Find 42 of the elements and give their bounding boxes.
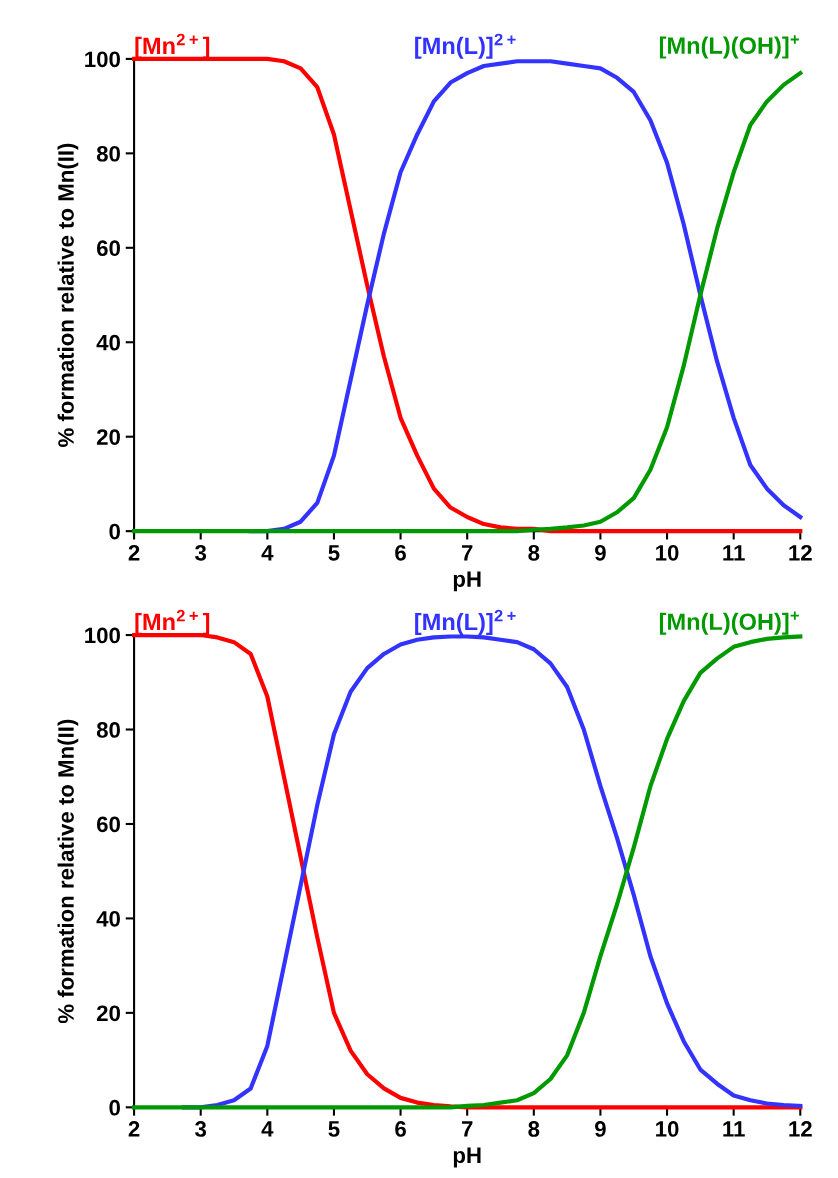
y-tick-label: 60	[96, 240, 120, 257]
x-tick-label: 9	[595, 544, 606, 561]
y-axis-title: % formation relative to Mn(II)	[57, 143, 79, 447]
y-tick-label: 60	[96, 816, 120, 833]
x-tick-label: 8	[528, 1121, 540, 1137]
y-tick-label: 0	[109, 1099, 120, 1116]
y-axis-title: % formation relative to Mn(II)	[57, 719, 79, 1024]
series-label: [Mn(L)(OH)]$^{+}$	[659, 35, 799, 59]
y-tick-label: 0	[109, 523, 120, 540]
x-tick-label: 9	[595, 1121, 606, 1137]
y-tick-label: 100	[85, 627, 120, 644]
x-tick-label: 4	[261, 1121, 274, 1137]
x-tick-label: 10	[656, 1121, 679, 1137]
y-tick-label: 20	[96, 1005, 120, 1022]
series-label: [Mn(L)]$^{2+}$	[415, 609, 516, 635]
x-axis-title: pH	[453, 1147, 481, 1168]
x-tick-label: 11	[723, 545, 745, 561]
y-tick-label: 80	[96, 722, 120, 738]
x-tick-label: 5	[328, 1121, 340, 1137]
x-tick-label: 4	[261, 545, 274, 561]
x-tick-label: 7	[461, 545, 473, 561]
x-tick-label: 8	[528, 544, 540, 561]
x-tick-label: 5	[328, 545, 340, 561]
x-tick-label: 3	[195, 1121, 207, 1137]
x-tick-label: 2	[128, 1121, 140, 1137]
x-tick-label: 12	[789, 544, 812, 561]
x-axis-title: pH	[453, 571, 481, 592]
x-tick-label: 11	[723, 1121, 745, 1137]
series-label: [Mn(L)(OH)]$^{+}$	[659, 611, 799, 635]
x-tick-label: 6	[395, 544, 406, 561]
x-tick-label: 10	[656, 544, 679, 561]
x-tick-label: 2	[128, 544, 140, 561]
y-tick-label: 20	[96, 429, 120, 445]
series-label: [Mn(L)]$^{2+}$	[415, 33, 516, 59]
y-tick-label: 40	[96, 910, 120, 927]
y-tick-label: 40	[96, 334, 120, 351]
x-tick-label: 12	[789, 1121, 812, 1137]
x-tick-label: 3	[195, 544, 207, 561]
y-tick-label: 80	[96, 145, 120, 162]
x-tick-label: 7	[461, 1121, 473, 1137]
x-tick-label: 6	[395, 1121, 406, 1137]
y-tick-label: 100	[85, 51, 120, 68]
